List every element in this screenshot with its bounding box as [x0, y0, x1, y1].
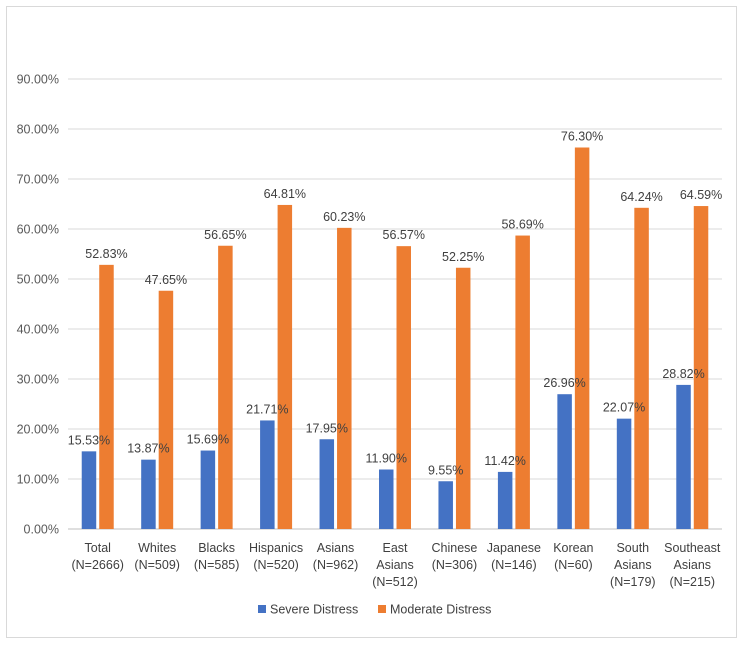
bar-severe: [616, 418, 632, 529]
data-label-moderate: 52.83%: [85, 247, 127, 261]
data-label-severe: 9.55%: [428, 463, 463, 477]
x-tick-label: South: [616, 541, 649, 555]
y-tick-label: 50.00%: [17, 273, 59, 287]
data-label-moderate: 60.23%: [323, 210, 365, 224]
x-tick-label: (N=2666): [71, 558, 123, 572]
data-label-severe: 15.69%: [187, 433, 229, 447]
bar-severe: [141, 459, 156, 529]
x-tick-label: (N=146): [491, 558, 537, 572]
bar-moderate: [574, 147, 590, 529]
x-tick-label: (N=306): [432, 558, 478, 572]
bar-moderate: [693, 206, 709, 530]
bar-severe: [319, 439, 335, 529]
y-tick-label: 10.00%: [17, 473, 59, 487]
data-labels: 15.53% 52.83% 13.87% 47.65% 15.69% 56.65% 21.7…: [68, 130, 722, 478]
bars: [81, 147, 709, 530]
y-tick-label: 30.00%: [17, 373, 59, 387]
bar-moderate: [396, 246, 411, 529]
legend-swatch: [378, 605, 386, 613]
bar-severe: [200, 450, 216, 529]
x-tick-label: Korean: [553, 541, 593, 555]
bar-moderate: [455, 267, 471, 529]
data-label-moderate: 56.65%: [204, 228, 246, 242]
gridlines: [68, 78, 722, 530]
bar-severe: [676, 384, 691, 529]
legend-label: Moderate Distress: [390, 603, 491, 617]
x-tick-label: (N=215): [670, 575, 716, 589]
data-label-moderate: 64.81%: [264, 187, 306, 201]
data-label-moderate: 52.25%: [442, 250, 484, 264]
x-tick-label: (N=585): [194, 558, 240, 572]
y-tick-label: 40.00%: [17, 323, 59, 337]
data-label-moderate: 47.65%: [145, 273, 187, 287]
bar-severe: [438, 481, 453, 529]
x-tick-label: Total: [85, 541, 111, 555]
data-label-severe: 21.71%: [246, 402, 288, 416]
y-tick-label: 60.00%: [17, 223, 59, 237]
legend-label: Severe Distress: [270, 603, 358, 617]
bar-moderate: [99, 264, 114, 529]
bar-severe: [379, 469, 394, 529]
x-tick-label: Chinese: [432, 541, 478, 555]
x-tick-label: Hispanics: [249, 541, 303, 555]
y-tick-label: 70.00%: [17, 173, 59, 187]
legend-swatch: [258, 605, 266, 613]
legend: Severe Distress Moderate Distress: [258, 603, 491, 617]
y-tick-label: 80.00%: [17, 123, 59, 137]
bar-severe: [557, 394, 572, 529]
x-tick-label: Asians: [674, 558, 712, 572]
x-tick-label: East: [382, 541, 408, 555]
x-tick-label: (N=179): [610, 575, 656, 589]
x-tick-label: (N=60): [554, 558, 593, 572]
chart-frame: [6, 6, 737, 638]
data-label-moderate: 58.69%: [501, 218, 543, 232]
bar-moderate: [634, 207, 649, 530]
y-tick-label: 20.00%: [17, 423, 59, 437]
x-tick-label: Asians: [614, 558, 652, 572]
x-tick-label: (N=512): [372, 575, 418, 589]
bar-moderate: [158, 290, 174, 529]
x-tick-label: Asians: [317, 541, 355, 555]
data-label-severe: 13.87%: [127, 442, 169, 456]
data-label-severe: 26.96%: [543, 376, 585, 390]
x-tick-label: Whites: [138, 541, 176, 555]
x-tick-label: Blacks: [198, 541, 235, 555]
data-label-severe: 11.42%: [484, 454, 525, 468]
x-tick-label: Southeast: [664, 541, 721, 555]
data-label-moderate: 76.30%: [561, 130, 603, 144]
x-tick-label: (N=962): [313, 558, 359, 572]
x-axis-labels: Total (N=2666) Whites (N=509) Blacks (N=585) H…: [71, 541, 720, 589]
data-label-severe: 11.90%: [366, 452, 407, 466]
data-label-severe: 15.53%: [68, 433, 110, 447]
x-tick-label: Japanese: [487, 541, 541, 555]
y-tick-label: 0.00%: [24, 523, 59, 537]
x-tick-label: (N=520): [253, 558, 299, 572]
data-label-severe: 17.95%: [306, 421, 348, 435]
x-tick-label: Asians: [376, 558, 414, 572]
y-axis-ticks: 0.00% 10.00% 20.00% 30.00% 40.00% 50.00% 60.00…: [17, 73, 59, 537]
bar-moderate: [337, 227, 352, 529]
bar-moderate: [515, 235, 530, 530]
bar-severe: [260, 420, 275, 529]
data-label-severe: 22.07%: [603, 401, 645, 415]
bar-moderate: [218, 245, 233, 529]
bar-severe: [81, 451, 97, 529]
bar-severe: [497, 471, 513, 529]
x-tick-label: (N=509): [134, 558, 180, 572]
data-label-moderate: 64.59%: [680, 188, 722, 202]
bar-moderate: [277, 204, 293, 529]
y-tick-label: 90.00%: [17, 73, 59, 87]
data-label-moderate: 56.57%: [383, 228, 425, 242]
data-label-moderate: 64.24%: [620, 190, 662, 204]
data-label-severe: 28.82%: [662, 367, 704, 381]
